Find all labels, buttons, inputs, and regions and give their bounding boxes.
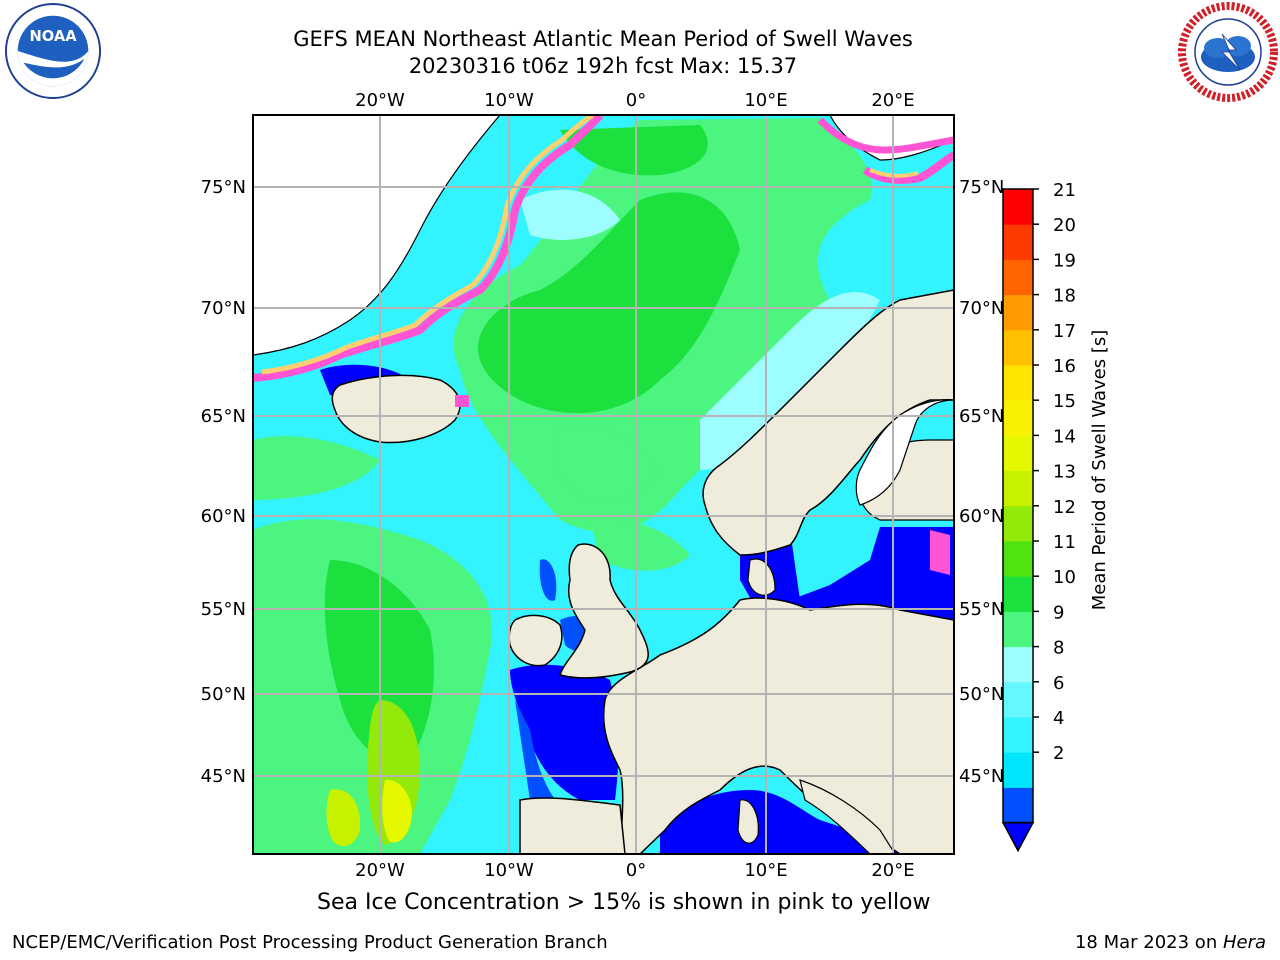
colorbar-tick-label: 6 xyxy=(1053,673,1064,694)
swell-zone-atlantic-14-15 xyxy=(382,779,412,843)
swell-zone-10-11-north xyxy=(560,125,708,176)
mediterranean-swell-below-2 xyxy=(660,790,900,854)
colorbar-extend-arrow xyxy=(1001,821,1035,853)
lat-label-left: 55°N xyxy=(201,599,246,620)
chart-title: GEFS MEAN Northeast Atlantic Mean Period… xyxy=(293,27,913,51)
colorbar: 21 20 19 18 17 16 15 14 13 12 11 10 9 8 6 4 2 xyxy=(1001,180,1076,853)
lon-label-top: 10°W xyxy=(484,90,534,111)
map-frame xyxy=(252,114,955,855)
noaa-logo: NOAA xyxy=(4,2,102,100)
longitude-labels: 20°W 20°W 10°W 10°W 0° 0° 10°E 10°E 20°E 20°E xyxy=(355,90,914,881)
colorbar-segment xyxy=(1003,329,1033,366)
colorbar-segment xyxy=(1003,611,1033,648)
colorbar-tick-label: 17 xyxy=(1053,321,1076,342)
colorbar-segment xyxy=(1003,646,1033,683)
colorbar-tick-label: 20 xyxy=(1053,215,1076,236)
colorbar-tick-label: 11 xyxy=(1053,532,1076,553)
italy-land xyxy=(799,779,896,854)
lon-label-bottom: 10°E xyxy=(744,860,787,881)
lat-label-left: 50°N xyxy=(201,684,246,705)
lat-label-right: 55°N xyxy=(959,599,1004,620)
lat-label-left: 70°N xyxy=(201,298,246,319)
map-graticule xyxy=(253,115,954,854)
gulf-of-finland-ice xyxy=(930,530,950,575)
lon-label-bottom: 20°W xyxy=(355,860,405,881)
footer-host: Hera xyxy=(1222,932,1266,953)
latitude-labels: 75°N 75°N 70°N 70°N 65°N 65°N 60°N 60°N 55°N 55°N… xyxy=(201,177,1005,787)
svalbard-ice-edge-pink xyxy=(817,117,954,154)
chart-subtitle-run-info: 20230316 t06z 192h fcst Max: 15.37 xyxy=(408,54,798,78)
lon-label-top: 20°W xyxy=(355,90,405,111)
lon-label-bottom: 20°E xyxy=(871,860,914,881)
lon-label-top: 10°E xyxy=(744,90,787,111)
lon-label-top: 0° xyxy=(626,90,646,111)
sea-ice-note: Sea Ice Concentration > 15% is shown in … xyxy=(317,890,931,915)
corsica-land xyxy=(737,799,759,844)
colorbar-segment xyxy=(1003,400,1033,436)
sea-ice-edge-pink xyxy=(253,115,604,382)
colorbar-label: Mean Period of Swell Waves [s] xyxy=(1089,330,1110,611)
swell-zone-10-11 xyxy=(478,192,740,414)
colorbar-tick-label: 16 xyxy=(1053,356,1076,377)
colorbar-tick-label: 14 xyxy=(1053,426,1076,447)
greenland-land xyxy=(253,115,501,356)
footer-producer: NCEP/EMC/Verification Post Processing Pr… xyxy=(12,932,608,953)
lon-label-bottom: 10°W xyxy=(484,860,534,881)
nws-logo xyxy=(1178,2,1278,102)
colorbar-tick-label: 9 xyxy=(1053,602,1064,623)
sea-ice-edge-yellow xyxy=(261,115,595,375)
colorbar-segment xyxy=(1003,365,1033,401)
lat-label-left: 45°N xyxy=(201,766,246,787)
colorbar-segment xyxy=(1003,576,1033,612)
lon-label-top: 20°E xyxy=(871,90,914,111)
baltic-swell-below-2 xyxy=(790,527,954,625)
iceland-land xyxy=(331,374,461,444)
colorbar-tick-label: 21 xyxy=(1053,180,1076,201)
lat-label-right: 65°N xyxy=(959,406,1004,427)
colorbar-tick-label: 2 xyxy=(1053,743,1064,764)
colorbar-segment xyxy=(1003,787,1033,824)
iberia-land xyxy=(519,797,626,854)
colorbar-tick-label: 18 xyxy=(1053,286,1076,307)
lat-label-left: 65°N xyxy=(201,406,246,427)
footer-date: 18 Mar 2023 on xyxy=(1074,932,1223,953)
colorbar-tick-label: 4 xyxy=(1053,708,1064,729)
lat-label-left: 60°N xyxy=(201,506,246,527)
barents-ice-edge-pink xyxy=(862,151,954,184)
biscay-swell-below-2 xyxy=(510,664,619,800)
lat-label-right: 75°N xyxy=(959,177,1004,198)
colorbar-segment xyxy=(1003,752,1033,788)
colorbar-tick-label: 12 xyxy=(1053,497,1076,518)
colorbar-tick-label: 10 xyxy=(1053,567,1076,588)
denmark-land xyxy=(747,558,776,596)
great-britain-land xyxy=(559,543,649,679)
continental-europe-land xyxy=(602,597,954,854)
colorbar-segment xyxy=(1003,717,1033,753)
lon-label-bottom: 0° xyxy=(626,860,646,881)
colorbar-segment xyxy=(1003,294,1033,331)
colorbar-tick-label: 15 xyxy=(1053,391,1076,412)
colorbar-tick-label: 13 xyxy=(1053,462,1076,483)
lat-label-left: 75°N xyxy=(201,177,246,198)
colorbar-segment xyxy=(1003,470,1033,507)
swell-zone-8-9-coastal xyxy=(700,291,880,470)
colorbar-segment xyxy=(1003,189,1033,225)
lat-label-right: 50°N xyxy=(959,684,1004,705)
colorbar-segment xyxy=(1003,505,1033,542)
noaa-logo-text: NOAA xyxy=(29,28,77,45)
north-sea-swell-9-10 xyxy=(590,519,690,571)
colorbar-segment xyxy=(1003,435,1033,472)
lat-label-right: 60°N xyxy=(959,506,1004,527)
colorbar-segment xyxy=(1003,681,1033,718)
colorbar-segment xyxy=(1003,541,1033,577)
colorbar-segment xyxy=(1003,259,1033,296)
colorbar-tick-label: 8 xyxy=(1053,638,1064,659)
lat-label-right: 70°N xyxy=(959,298,1004,319)
footer-date-host: 18 Mar 2023 on Hera xyxy=(1075,932,1266,953)
colorbar-segment xyxy=(1003,224,1033,260)
colorbar-tick-label: 19 xyxy=(1053,250,1076,271)
lat-label-right: 45°N xyxy=(959,766,1004,787)
